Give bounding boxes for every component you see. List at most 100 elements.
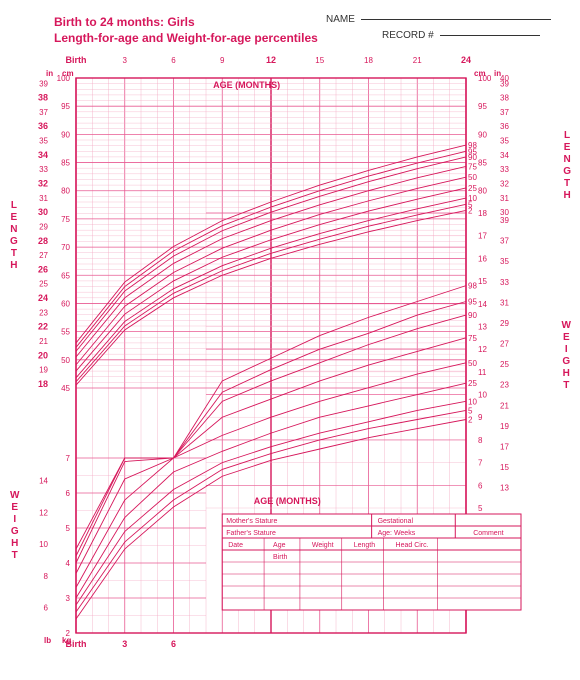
svg-text:3: 3: [122, 639, 127, 649]
svg-text:18: 18: [364, 56, 373, 65]
svg-text:5: 5: [468, 406, 473, 415]
svg-text:36: 36: [500, 122, 509, 131]
svg-text:7: 7: [478, 459, 483, 468]
svg-text:8: 8: [478, 436, 483, 445]
svg-text:37: 37: [500, 237, 509, 246]
svg-text:24: 24: [461, 55, 471, 65]
svg-text:90: 90: [478, 130, 487, 139]
svg-text:26: 26: [38, 264, 48, 274]
svg-text:50: 50: [468, 173, 477, 182]
svg-text:21: 21: [500, 401, 509, 410]
svg-text:8: 8: [44, 572, 49, 581]
svg-text:37: 37: [39, 108, 48, 117]
svg-text:10: 10: [468, 397, 477, 406]
svg-text:15: 15: [315, 56, 324, 65]
svg-text:29: 29: [39, 222, 48, 231]
svg-text:10: 10: [39, 540, 48, 549]
svg-text:75: 75: [468, 334, 477, 343]
svg-text:31: 31: [500, 298, 509, 307]
svg-text:25: 25: [468, 379, 477, 388]
svg-text:21: 21: [413, 56, 422, 65]
svg-text:20: 20: [38, 350, 48, 360]
svg-text:Comment: Comment: [473, 530, 503, 537]
svg-text:Weight: Weight: [312, 542, 334, 549]
svg-text:3: 3: [66, 594, 71, 603]
svg-text:80: 80: [61, 187, 70, 196]
svg-text:7: 7: [66, 454, 71, 463]
svg-text:Head Circ.: Head Circ.: [396, 542, 429, 549]
svg-text:34: 34: [38, 150, 48, 160]
name-field[interactable]: NAME: [326, 14, 551, 25]
svg-text:3: 3: [123, 56, 128, 65]
svg-text:55: 55: [61, 328, 70, 337]
svg-text:9: 9: [220, 56, 225, 65]
svg-text:19: 19: [500, 422, 509, 431]
svg-text:85: 85: [478, 159, 487, 168]
svg-text:39: 39: [39, 79, 48, 88]
svg-text:6: 6: [44, 604, 49, 613]
svg-text:4: 4: [66, 559, 71, 568]
svg-text:98: 98: [468, 141, 477, 150]
svg-text:33: 33: [500, 278, 509, 287]
svg-text:37: 37: [500, 108, 509, 117]
svg-text:23: 23: [500, 381, 509, 390]
svg-text:Age: Age: [273, 542, 286, 549]
svg-text:35: 35: [500, 137, 509, 146]
svg-text:Birth: Birth: [66, 55, 87, 65]
svg-text:32: 32: [38, 179, 48, 189]
svg-text:AGE (MONTHS): AGE (MONTHS): [213, 80, 280, 90]
svg-text:9: 9: [478, 413, 483, 422]
svg-text:12: 12: [39, 508, 48, 517]
svg-text:65: 65: [61, 271, 70, 280]
svg-text:12: 12: [478, 345, 487, 354]
svg-text:cm: cm: [474, 69, 486, 78]
svg-text:25: 25: [468, 184, 477, 193]
svg-text:75: 75: [61, 215, 70, 224]
svg-text:17: 17: [478, 232, 487, 241]
svg-text:70: 70: [61, 243, 70, 252]
record-field[interactable]: RECORD #: [382, 30, 540, 41]
svg-text:21: 21: [39, 337, 48, 346]
svg-text:Date: Date: [228, 542, 243, 549]
svg-text:Length: Length: [354, 542, 376, 549]
svg-text:95: 95: [478, 102, 487, 111]
svg-text:10: 10: [478, 391, 487, 400]
svg-text:95: 95: [468, 298, 477, 307]
svg-text:36: 36: [38, 121, 48, 131]
svg-text:17: 17: [500, 442, 509, 451]
svg-text:31: 31: [39, 194, 48, 203]
svg-text:32: 32: [500, 180, 509, 189]
svg-text:25: 25: [500, 360, 509, 369]
svg-text:6: 6: [171, 56, 176, 65]
svg-text:22: 22: [38, 322, 48, 332]
weight-label-left: WEIGHT: [10, 490, 20, 562]
svg-text:11: 11: [478, 368, 487, 377]
svg-text:23: 23: [39, 308, 48, 317]
svg-text:39: 39: [500, 216, 509, 225]
svg-text:5: 5: [66, 524, 71, 533]
svg-text:35: 35: [39, 137, 48, 146]
svg-text:90: 90: [61, 130, 70, 139]
svg-text:35: 35: [500, 257, 509, 266]
svg-text:in: in: [46, 69, 53, 78]
svg-text:60: 60: [61, 299, 70, 308]
svg-text:33: 33: [500, 165, 509, 174]
length-label-left: LENGTH: [10, 200, 19, 272]
svg-text:19: 19: [39, 366, 48, 375]
svg-text:38: 38: [38, 93, 48, 103]
svg-text:AGE (MONTHS): AGE (MONTHS): [254, 496, 321, 506]
svg-text:85: 85: [61, 159, 70, 168]
svg-text:2: 2: [468, 416, 473, 425]
svg-text:29: 29: [500, 319, 509, 328]
svg-text:28: 28: [38, 236, 48, 246]
svg-text:30: 30: [38, 207, 48, 217]
svg-text:31: 31: [500, 194, 509, 203]
svg-text:75: 75: [468, 162, 477, 171]
svg-text:24: 24: [38, 293, 48, 303]
svg-text:12: 12: [266, 55, 276, 65]
svg-text:98: 98: [468, 282, 477, 291]
svg-text:cm: cm: [62, 69, 74, 78]
svg-text:50: 50: [61, 356, 70, 365]
svg-text:15: 15: [478, 277, 487, 286]
svg-text:15: 15: [500, 463, 509, 472]
